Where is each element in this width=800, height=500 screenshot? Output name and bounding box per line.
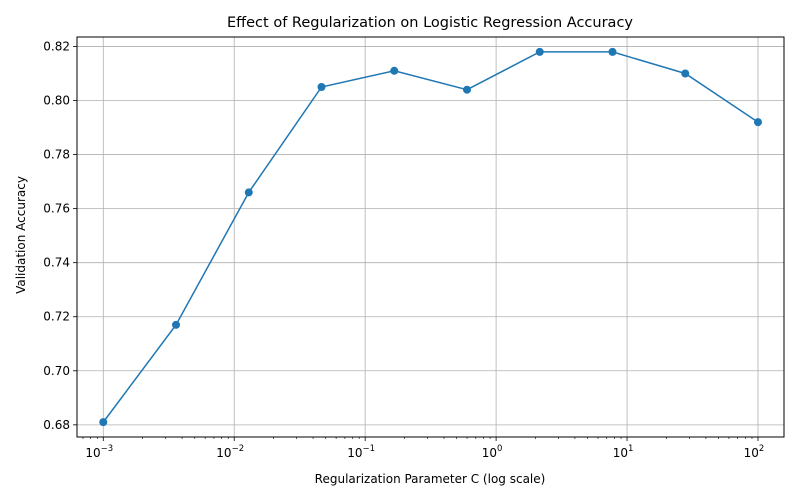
data-point xyxy=(99,418,108,427)
plot-frame xyxy=(76,36,785,438)
y-tick-label: 0.74 xyxy=(43,256,70,270)
data-point xyxy=(390,66,399,75)
y-tick-label: 0.82 xyxy=(43,39,70,53)
y-tick-label: 0.76 xyxy=(43,202,70,216)
data-point xyxy=(535,47,544,56)
x-tick-label: 10−1 xyxy=(347,444,375,460)
series-line xyxy=(102,51,759,423)
y-tick-label: 0.70 xyxy=(43,364,70,378)
data-point xyxy=(317,83,326,91)
grid-lines xyxy=(77,37,784,437)
x-tick-label: 10−2 xyxy=(216,444,244,460)
data-series xyxy=(99,47,762,427)
x-tick-label: 102 xyxy=(744,444,765,460)
y-tick-label: 0.80 xyxy=(43,94,70,108)
data-point xyxy=(463,85,472,94)
x-tick-label: 101 xyxy=(613,444,634,460)
data-point xyxy=(172,320,181,329)
chart-title: Effect of Regularization on Logistic Reg… xyxy=(227,15,633,31)
data-point xyxy=(753,118,762,127)
y-axis-ticks: 0.68 0.70 0.72 0.74 0.76 0.78 0.80 0.82 xyxy=(43,39,77,432)
y-tick-label: 0.68 xyxy=(43,418,70,432)
data-point xyxy=(244,188,253,197)
y-tick-label: 0.72 xyxy=(43,310,70,324)
data-point xyxy=(681,69,690,78)
data-point xyxy=(608,47,617,56)
x-axis-label: Regularization Parameter C (log scale) xyxy=(315,472,546,486)
x-axis-ticks: 10−3 10−2 10−1 100 101 102 xyxy=(82,437,765,460)
x-tick-label: 10−3 xyxy=(85,444,113,460)
y-tick-label: 0.78 xyxy=(43,148,70,162)
y-axis-label: Validation Accuracy xyxy=(14,176,28,294)
x-tick-label: 100 xyxy=(482,444,503,460)
